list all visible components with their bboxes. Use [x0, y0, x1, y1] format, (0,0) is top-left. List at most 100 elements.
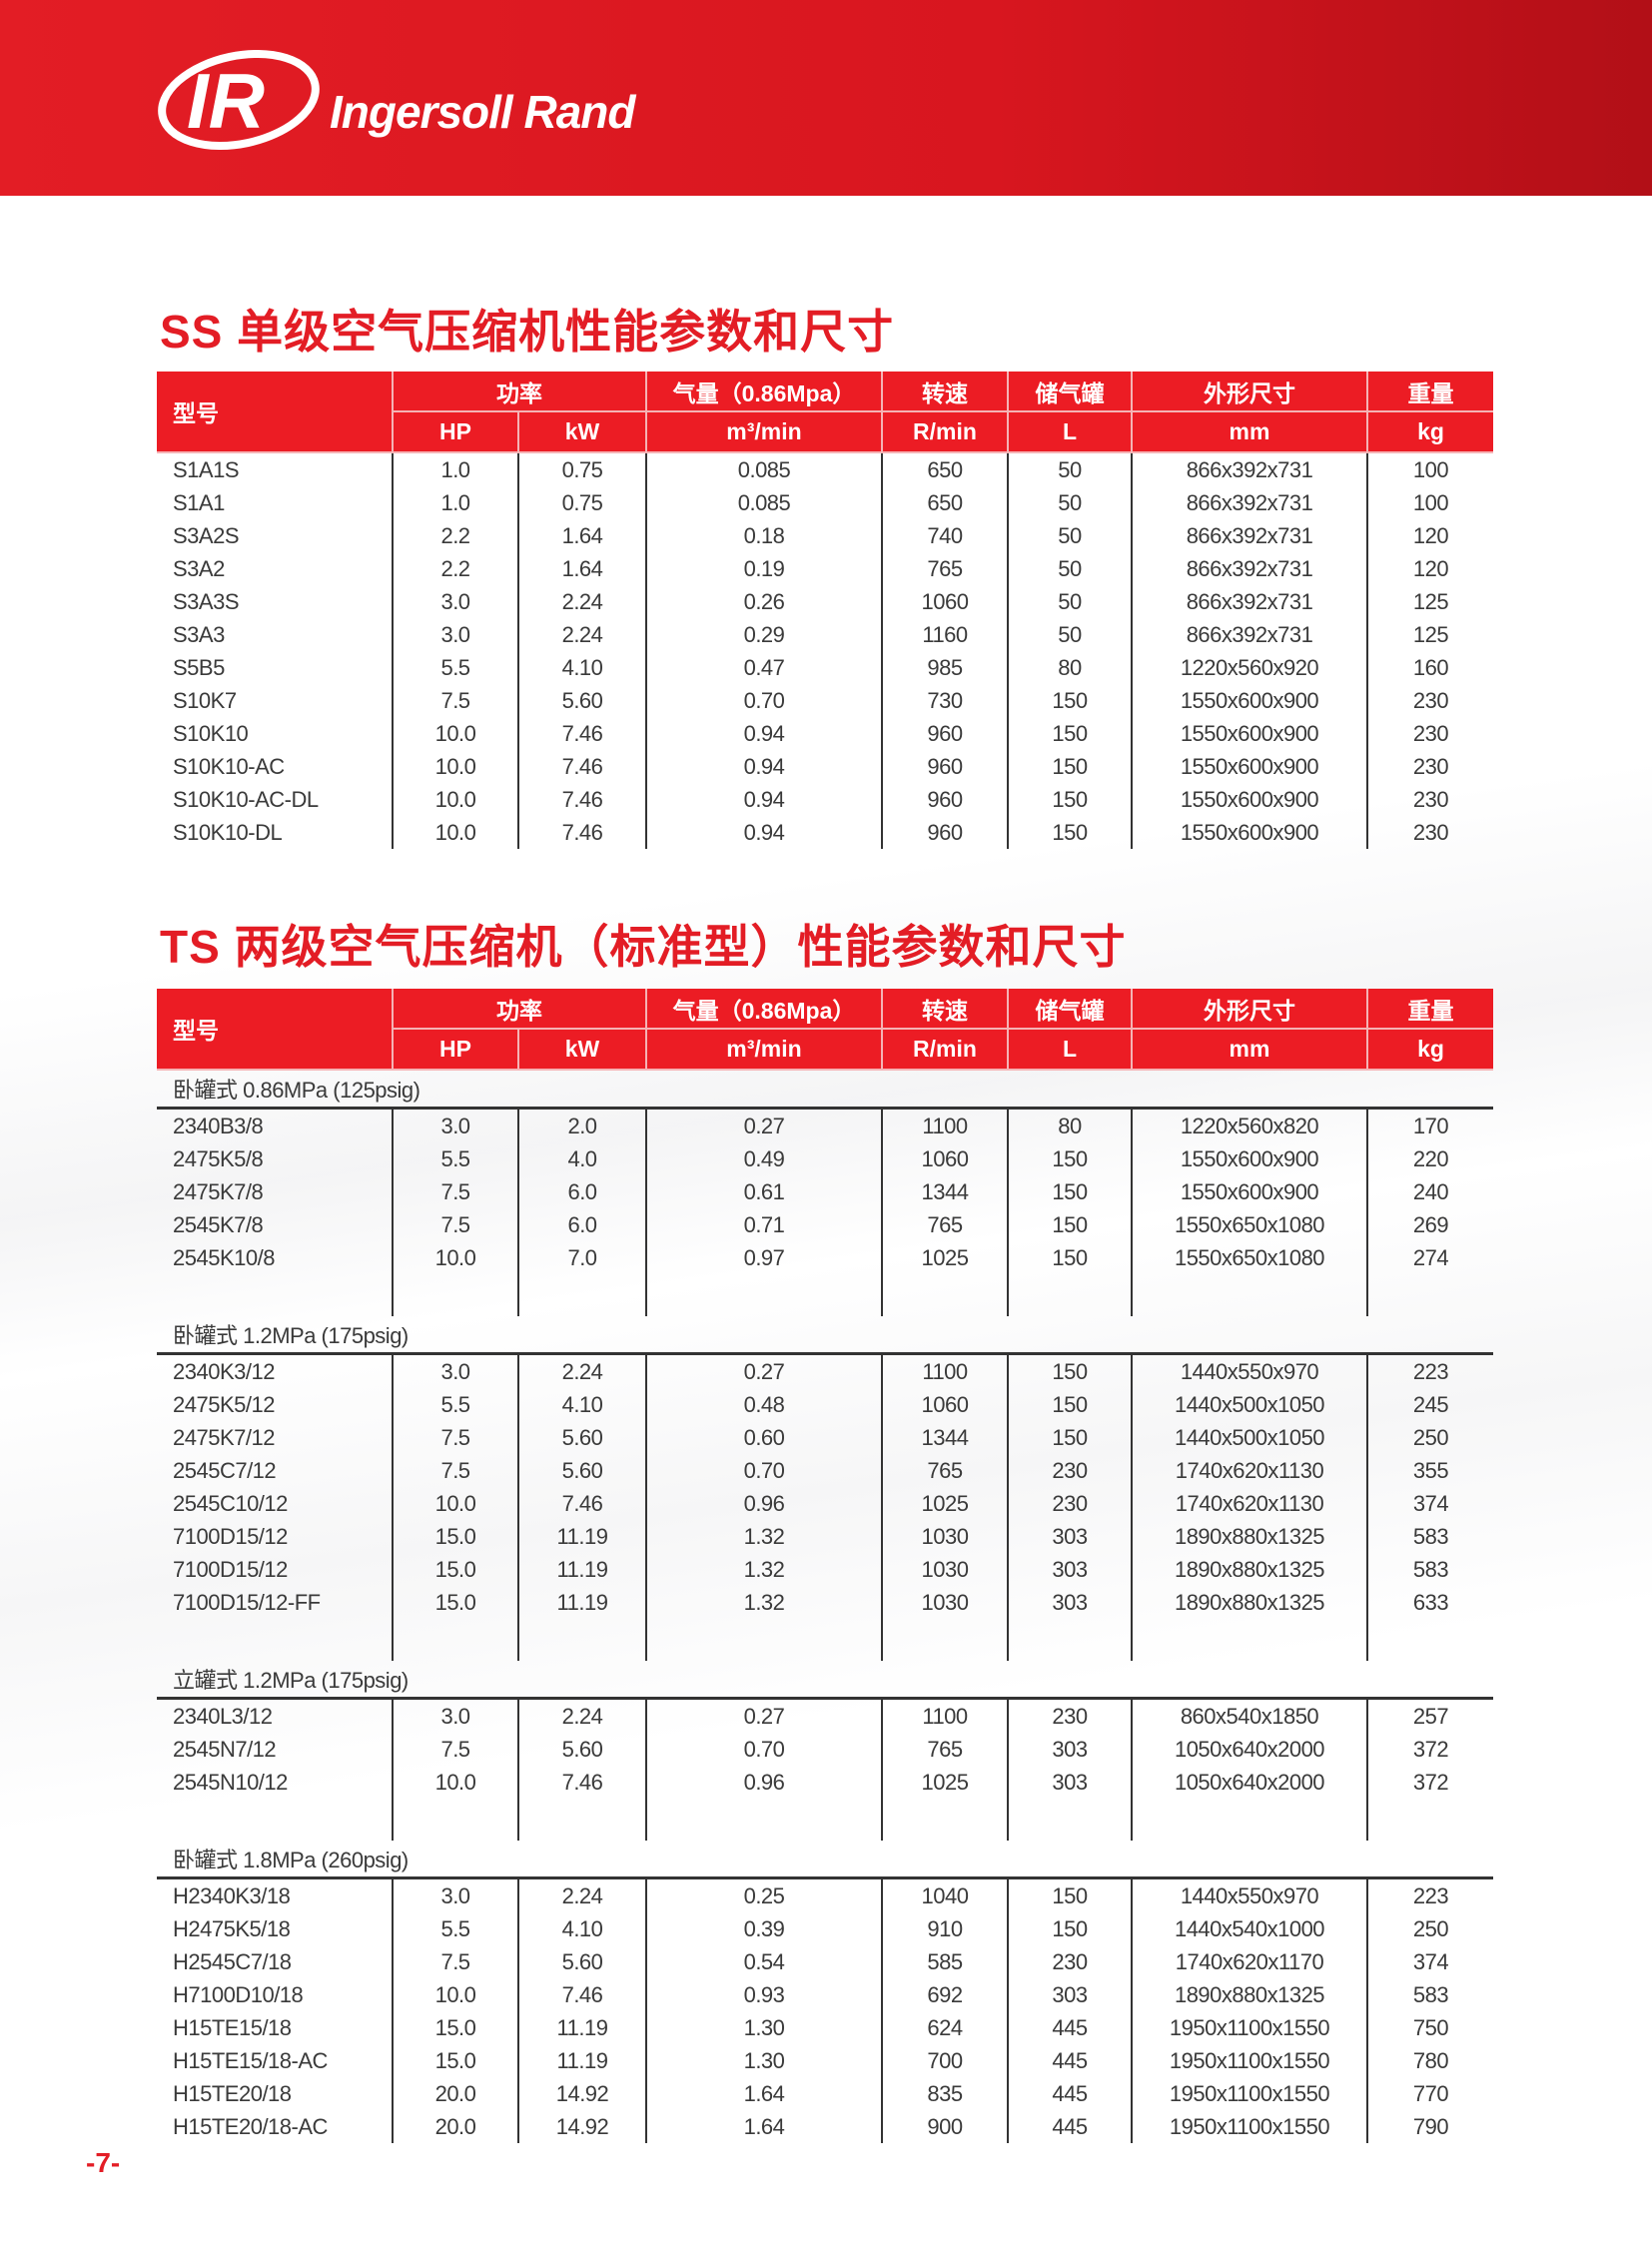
cell-weight: 100 [1366, 486, 1493, 519]
cell-tank: 303 [1007, 1978, 1132, 2011]
cell-hp: 15.0 [392, 2011, 518, 2044]
cell-kw: 2.24 [517, 1877, 646, 1912]
cell-weight: 120 [1366, 552, 1493, 585]
table-row: H15TE15/18 15.0 11.19 1.30 624 445 1950x1100x1… [157, 2011, 1493, 2044]
header-banner: IR Ingersoll Rand [0, 0, 1652, 196]
cell-weight: 170 [1366, 1108, 1493, 1142]
cell-kw: 11.19 [517, 1586, 646, 1619]
cell-hp: 20.0 [392, 2110, 518, 2143]
table-row: S3A3 3.0 2.24 0.29 1160 50 866x392x731 125 [157, 618, 1493, 651]
cell-tank: 303 [1007, 1520, 1132, 1553]
group-label: 卧罐式 1.8MPa (260psig) [157, 1841, 1493, 1879]
cell-speed: 1100 [881, 1698, 1008, 1733]
cell-airflow: 0.47 [645, 651, 882, 684]
cell-speed: 900 [881, 2110, 1008, 2143]
cell-tank: 150 [1007, 1142, 1132, 1175]
cell-weight: 230 [1366, 816, 1493, 849]
header-tank: 储气罐 [1007, 372, 1132, 412]
cell-speed: 1060 [881, 1142, 1008, 1175]
cell-weight: 269 [1366, 1208, 1493, 1241]
header-model: 型号 [157, 989, 393, 1071]
table-row: 7100D15/12-FF 15.0 11.19 1.32 1030 303 1890x88… [157, 1586, 1493, 1619]
header-speed: 转速 [881, 372, 1008, 412]
cell-kw: 4.10 [517, 651, 646, 684]
cell-airflow: 0.49 [645, 1142, 882, 1175]
cell-kw: 1.64 [517, 552, 646, 585]
cell-weight: 230 [1366, 717, 1493, 750]
cell-speed: 730 [881, 684, 1008, 717]
cell-model: H2545C7/18 [173, 1948, 292, 1974]
header-dimensions: 外形尺寸 [1131, 372, 1367, 412]
cell-tank: 445 [1007, 2011, 1132, 2044]
cell-weight: 770 [1366, 2077, 1493, 2110]
cell-tank: 445 [1007, 2110, 1132, 2143]
cell-hp: 15.0 [392, 1553, 518, 1586]
cell-tank: 150 [1007, 1241, 1132, 1274]
cell-dimensions: 1740x620x1170 [1131, 1945, 1367, 1978]
cell-model: 2545C10/12 [173, 1490, 288, 1516]
cell-weight: 257 [1366, 1698, 1493, 1733]
cell-tank: 445 [1007, 2077, 1132, 2110]
cell-kw: 5.60 [517, 1421, 646, 1454]
cell-weight: 355 [1366, 1454, 1493, 1487]
cell-weight: 790 [1366, 2110, 1493, 2143]
cell-tank: 303 [1007, 1766, 1132, 1799]
cell-tank: 50 [1007, 585, 1132, 618]
cell-hp: 10.0 [392, 1487, 518, 1520]
table-row: 2545N7/12 7.5 5.60 0.70 765 303 1050x640x2000 3… [157, 1733, 1493, 1766]
cell-airflow: 0.70 [645, 1454, 882, 1487]
cell-airflow: 0.93 [645, 1978, 882, 2011]
header-power: 功率 [392, 989, 646, 1030]
cell-dimensions: 866x392x731 [1131, 552, 1367, 585]
cell-speed: 700 [881, 2044, 1008, 2077]
cell-model: H7100D10/18 [173, 1981, 304, 2007]
cell-model: 2340L3/12 [173, 1703, 273, 1729]
cell-weight: 250 [1366, 1912, 1493, 1945]
ts-title: TS 两级空气压缩机（标准型）性能参数和尺寸 [160, 921, 1127, 973]
cell-weight: 220 [1366, 1142, 1493, 1175]
cell-hp: 10.0 [392, 717, 518, 750]
cell-speed: 1344 [881, 1421, 1008, 1454]
cell-weight: 274 [1366, 1241, 1493, 1274]
cell-hp: 7.5 [392, 1945, 518, 1978]
cell-dimensions: 1050x640x2000 [1131, 1733, 1367, 1766]
cell-weight: 750 [1366, 2011, 1493, 2044]
cell-kw: 14.92 [517, 2110, 646, 2143]
cell-kw: 4.10 [517, 1912, 646, 1945]
cell-dimensions: 1440x540x1000 [1131, 1912, 1367, 1945]
cell-speed: 765 [881, 1454, 1008, 1487]
cell-speed: 1344 [881, 1175, 1008, 1208]
spacer-row [157, 1274, 1493, 1316]
cell-kw: 5.60 [517, 684, 646, 717]
cell-model: 2545K10/8 [173, 1244, 275, 1270]
cell-hp: 20.0 [392, 2077, 518, 2110]
cell-airflow: 1.64 [645, 2077, 882, 2110]
cell-hp: 2.2 [392, 552, 518, 585]
table-row: S10K10-DL 10.0 7.46 0.94 960 150 1550x600x900 2… [157, 816, 1493, 849]
cell-kw: 2.24 [517, 618, 646, 651]
cell-model: 2545N10/12 [173, 1769, 288, 1795]
cell-tank: 150 [1007, 1175, 1132, 1208]
cell-speed: 650 [881, 452, 1008, 486]
cell-speed: 1030 [881, 1586, 1008, 1619]
cell-dimensions: 1550x600x900 [1131, 783, 1367, 816]
cell-kw: 0.75 [517, 486, 646, 519]
cell-hp: 7.5 [392, 684, 518, 717]
cell-speed: 1030 [881, 1553, 1008, 1586]
cell-weight: 245 [1366, 1388, 1493, 1421]
table-row: 2545C10/12 10.0 7.46 0.96 1025 230 1740x620x11… [157, 1487, 1493, 1520]
cell-model: 2475K7/12 [173, 1424, 275, 1450]
cell-hp: 5.5 [392, 651, 518, 684]
cell-dimensions: 1440x500x1050 [1131, 1388, 1367, 1421]
cell-kw: 7.46 [517, 750, 646, 783]
group-header: 卧罐式 1.8MPa (260psig) [157, 1841, 1493, 1879]
table-row: 2475K5/12 5.5 4.10 0.48 1060 150 1440x500x1050… [157, 1388, 1493, 1421]
cell-tank: 150 [1007, 1912, 1132, 1945]
cell-speed: 985 [881, 651, 1008, 684]
cell-airflow: 0.94 [645, 783, 882, 816]
cell-dimensions: 1550x600x900 [1131, 684, 1367, 717]
cell-airflow: 0.61 [645, 1175, 882, 1208]
cell-airflow: 0.085 [645, 452, 882, 486]
cell-hp: 10.0 [392, 816, 518, 849]
cell-weight: 100 [1366, 452, 1493, 486]
